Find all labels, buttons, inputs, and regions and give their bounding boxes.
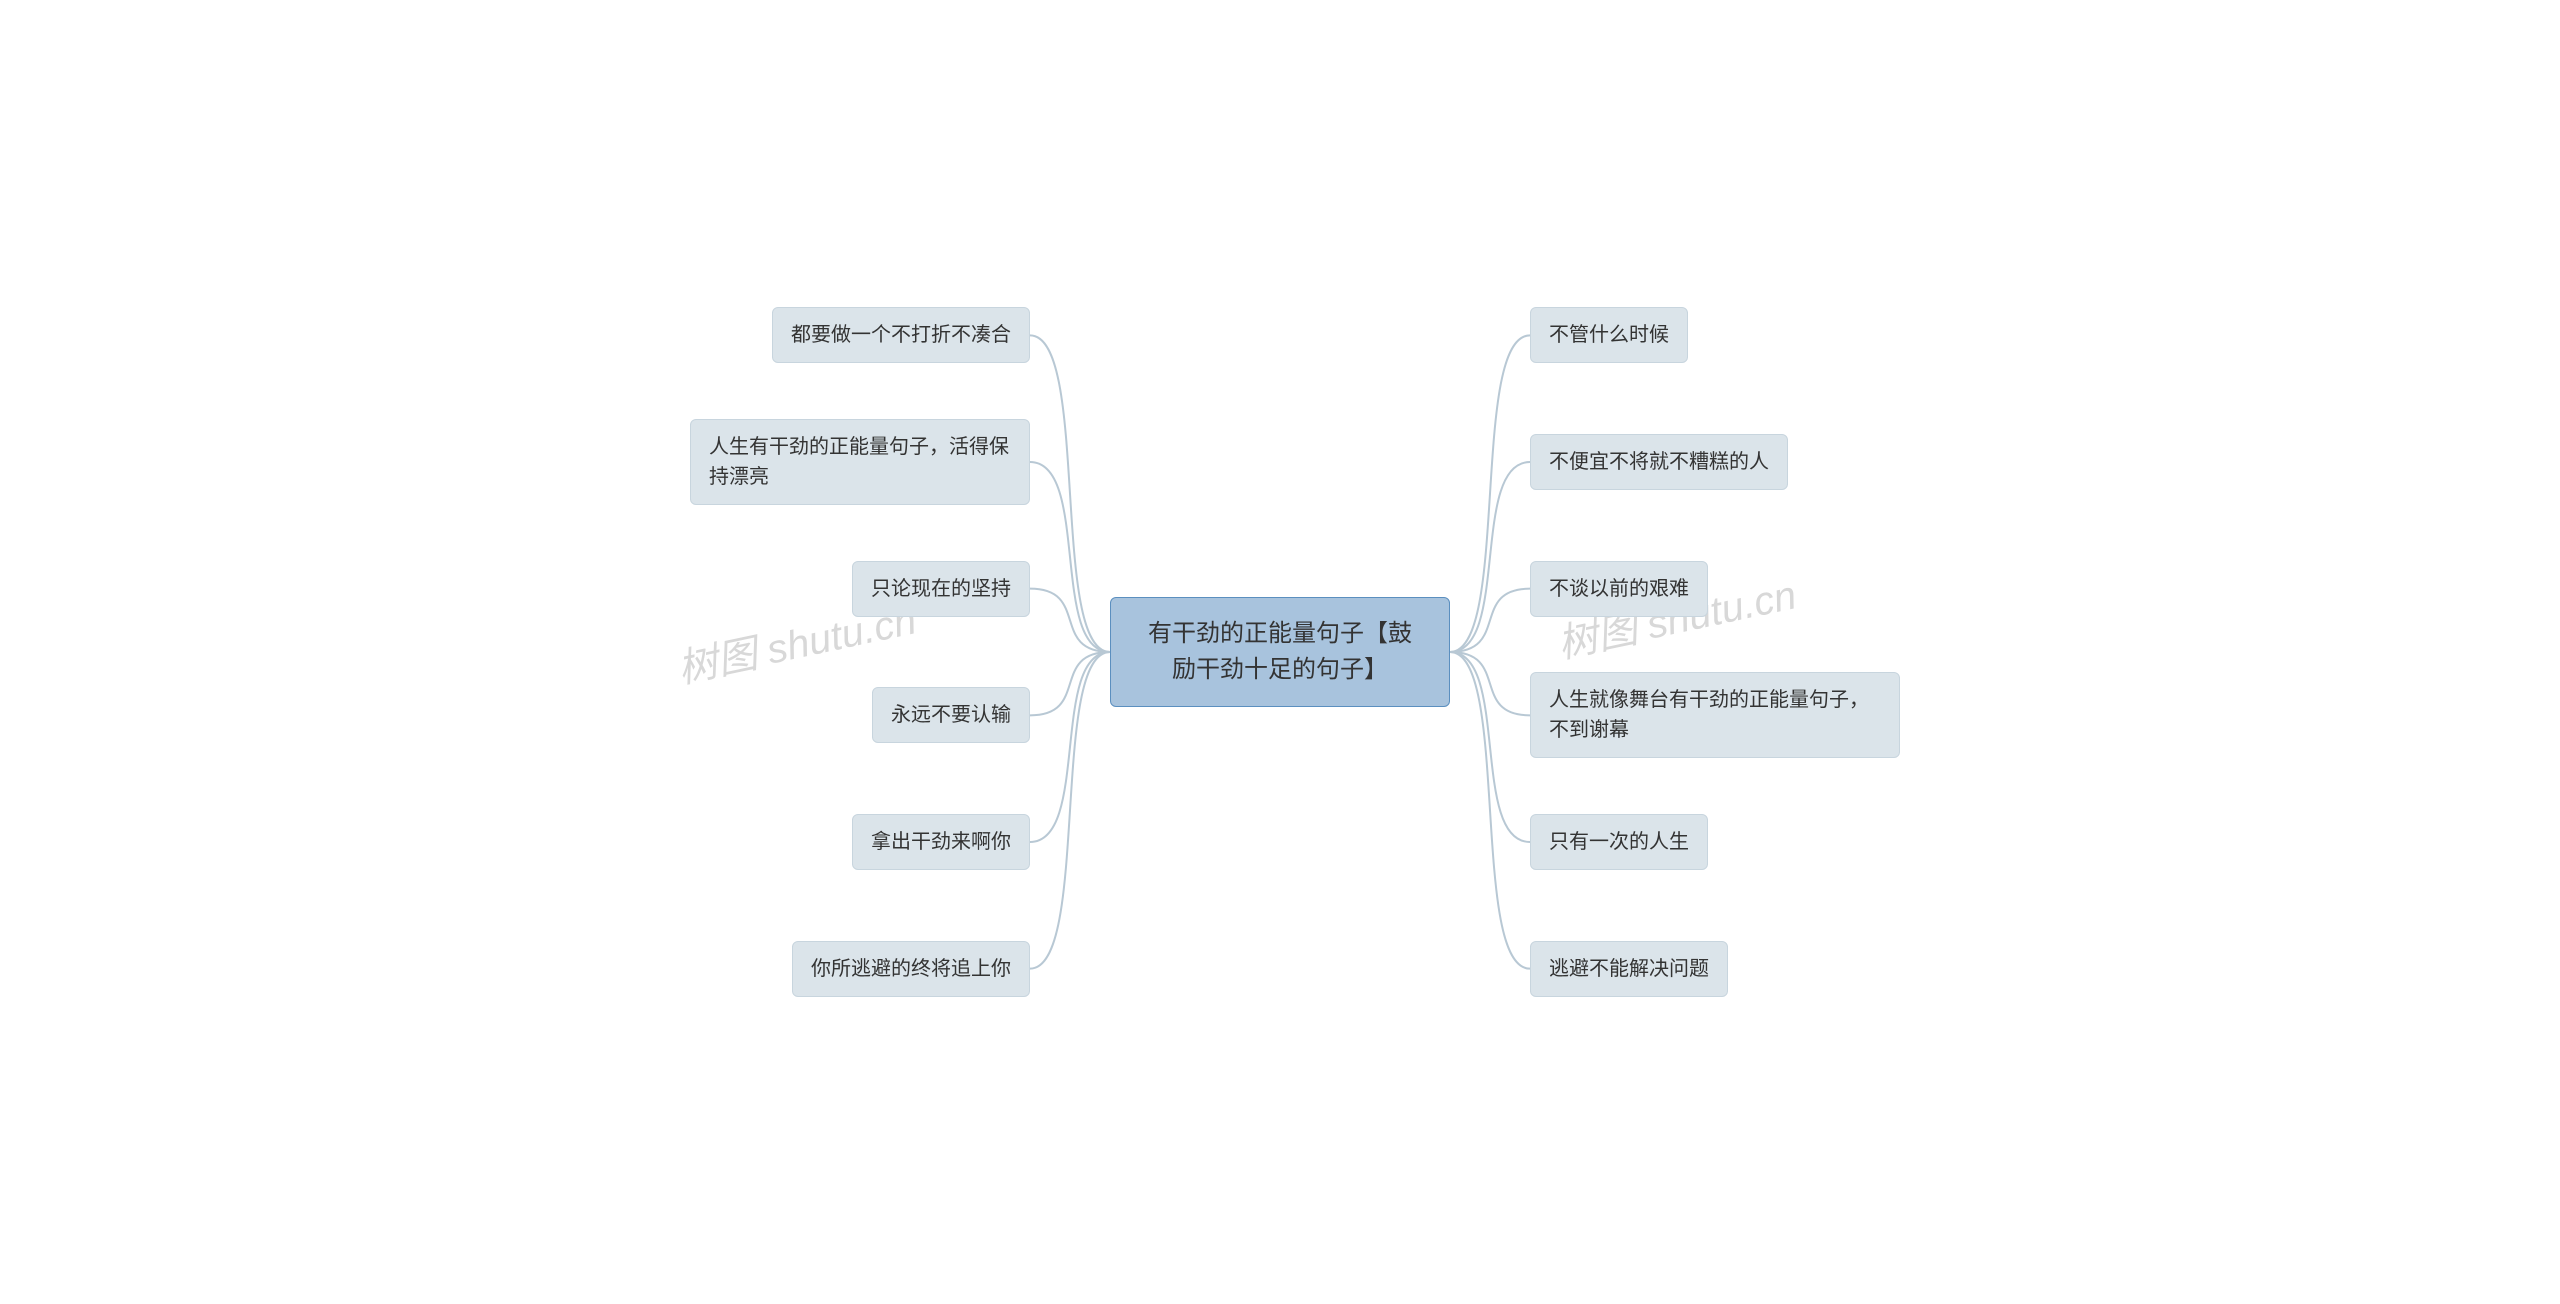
center-node-label: 有干劲的正能量句子【鼓励干劲十足的句子】 <box>1148 620 1412 683</box>
right-node-5[interactable]: 逃避不能解决问题 <box>1530 941 1728 997</box>
left-node-4[interactable]: 拿出干劲来啊你 <box>852 814 1030 870</box>
node-label: 只有一次的人生 <box>1549 831 1689 853</box>
node-label: 只论现在的坚持 <box>871 578 1011 600</box>
right-node-3[interactable]: 人生就像舞台有干劲的正能量句子，不到谢幕 <box>1530 672 1900 758</box>
node-label: 拿出干劲来啊你 <box>871 831 1011 853</box>
node-label: 人生有干劲的正能量句子，活得保持漂亮 <box>709 436 1009 488</box>
right-node-4[interactable]: 只有一次的人生 <box>1530 814 1708 870</box>
mindmap-canvas: 树图 shutu.cn 树图 shutu.cn 有干劲的正能量句子【鼓励干劲十足… <box>540 272 2020 1032</box>
right-node-0[interactable]: 不管什么时候 <box>1530 307 1688 363</box>
node-label: 都要做一个不打折不凑合 <box>791 324 1011 346</box>
right-node-1[interactable]: 不便宜不将就不糟糕的人 <box>1530 434 1788 490</box>
left-node-2[interactable]: 只论现在的坚持 <box>852 561 1030 617</box>
node-label: 不管什么时候 <box>1549 324 1669 346</box>
right-node-2[interactable]: 不谈以前的艰难 <box>1530 561 1708 617</box>
node-label: 不谈以前的艰难 <box>1549 578 1689 600</box>
node-label: 你所逃避的终将追上你 <box>811 958 1011 980</box>
left-node-3[interactable]: 永远不要认输 <box>872 687 1030 743</box>
node-label: 不便宜不将就不糟糕的人 <box>1549 451 1769 473</box>
left-node-5[interactable]: 你所逃避的终将追上你 <box>792 941 1030 997</box>
node-label: 永远不要认输 <box>891 704 1011 726</box>
center-node[interactable]: 有干劲的正能量句子【鼓励干劲十足的句子】 <box>1110 597 1450 707</box>
node-label: 逃避不能解决问题 <box>1549 958 1709 980</box>
left-node-0[interactable]: 都要做一个不打折不凑合 <box>772 307 1030 363</box>
left-node-1[interactable]: 人生有干劲的正能量句子，活得保持漂亮 <box>690 419 1030 505</box>
node-label: 人生就像舞台有干劲的正能量句子，不到谢幕 <box>1549 689 1869 741</box>
